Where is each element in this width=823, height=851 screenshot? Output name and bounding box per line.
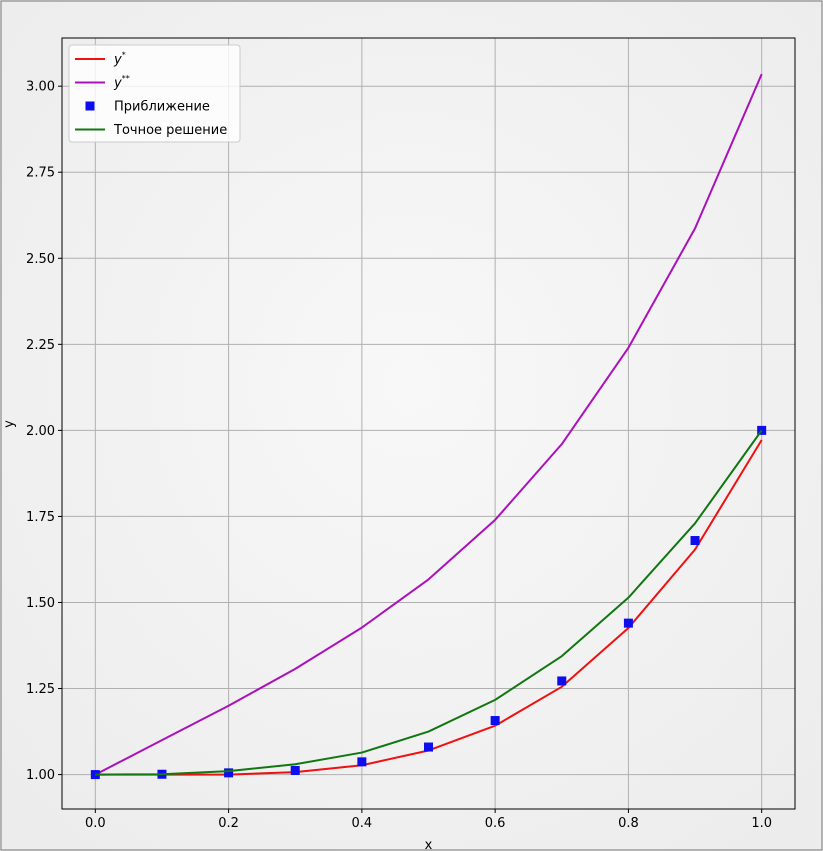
series-line-1	[94, 73, 763, 776]
data-point-marker	[557, 676, 567, 686]
y-axis: 1.00 1.25 1.50 1.75 2.00 2.25 2.50 2.75 3.00	[26, 80, 62, 783]
x-axis-label: x	[425, 838, 433, 851]
x-tick-label: 0.0	[85, 816, 106, 831]
axes-frame	[61, 37, 796, 810]
x-tick-label: 0.6	[485, 816, 506, 831]
legend-box	[68, 44, 241, 143]
data-point-marker	[690, 536, 700, 546]
legend-label-base: y	[113, 76, 122, 91]
x-axis: 0.0 0.2 0.4 0.6 0.8 1.0	[85, 809, 772, 831]
y-tick-label: 2.75	[26, 166, 55, 181]
plot-area: 0.0 0.2 0.4 0.6 0.8 1.0 1.00 1.25 1.50 1.75 2.00 2…	[2, 37, 796, 851]
x-tick-label: 0.2	[218, 816, 239, 831]
y-tick-label: 2.25	[26, 338, 55, 353]
x-tick-label: 0.8	[618, 816, 639, 831]
data-point-marker	[424, 742, 433, 752]
series-layer	[90, 73, 767, 780]
x-tick-label: 1.0	[751, 816, 772, 831]
data-point-marker	[290, 765, 300, 775]
legend-swatch-marker	[85, 101, 95, 111]
grid	[62, 38, 795, 809]
data-point-marker	[224, 768, 234, 778]
legend-label-superscript: *	[122, 51, 126, 60]
data-point-marker	[490, 716, 500, 726]
x-tick-label: 0.4	[352, 816, 373, 831]
legend-label-superscript: **	[122, 74, 130, 83]
data-point-marker	[623, 618, 633, 628]
y-tick-label: 1.25	[26, 682, 55, 697]
y-tick-label: 1.75	[26, 510, 55, 525]
y-tick-label: 1.00	[26, 768, 55, 783]
y-axis-label: y	[2, 420, 17, 428]
legend-label: y*	[113, 51, 126, 68]
y-tick-label: 2.50	[26, 252, 55, 267]
y-tick-label: 1.50	[26, 596, 55, 611]
legend-label: Приближение	[114, 100, 210, 115]
legend-label: y**	[113, 74, 130, 91]
series-line-3	[95, 429, 763, 776]
y-tick-label: 3.00	[26, 80, 55, 95]
data-point-marker	[357, 757, 367, 767]
legend-label: Точное решение	[113, 123, 227, 138]
y-tick-label: 2.00	[26, 424, 55, 439]
legend-label-base: y	[113, 53, 122, 68]
